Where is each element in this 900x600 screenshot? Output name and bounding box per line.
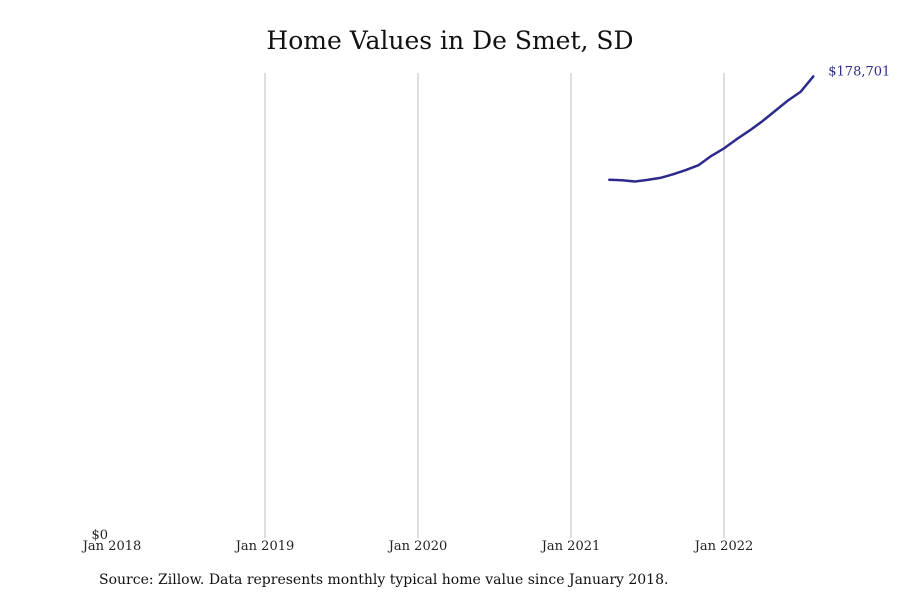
axis-labels: Jan 2018 Jan 2019 Jan 2020 Jan 2021 Jan 2022… xyxy=(81,528,754,554)
series-line xyxy=(608,75,815,183)
x-tick-label: Jan 2019 xyxy=(234,539,295,554)
x-tick-label: Jan 2022 xyxy=(693,539,754,554)
grid-lines xyxy=(264,73,725,538)
chart-title: Home Values in De Smet, SD xyxy=(266,26,634,55)
end-value-label: $178,701 xyxy=(828,64,890,79)
x-tick-label: Jan 2021 xyxy=(540,539,601,554)
source-note: Source: Zillow. Data represents monthly … xyxy=(99,572,669,588)
y-tick-label: $0 xyxy=(91,528,108,543)
x-tick-label: Jan 2020 xyxy=(387,539,448,554)
x-tick-label: Jan 2018 xyxy=(81,539,142,554)
series-layer: $178,701 xyxy=(608,64,890,183)
